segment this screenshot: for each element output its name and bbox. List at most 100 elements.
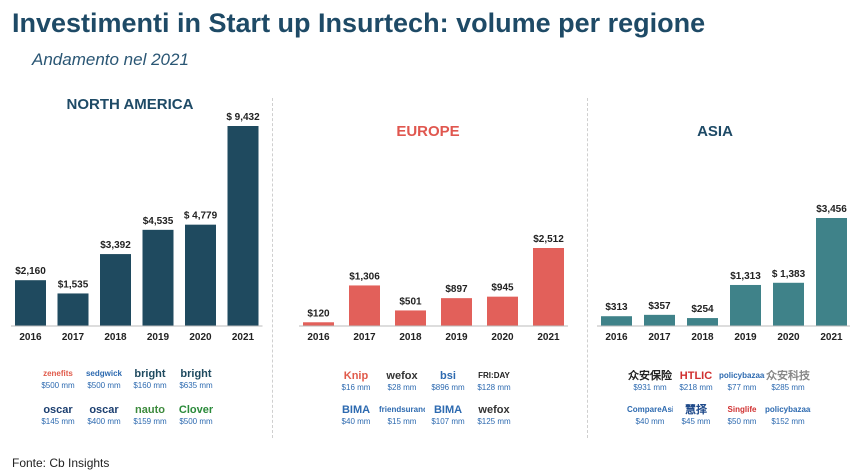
startup-logo: friendsurance $15 mm [379, 404, 425, 427]
startup-name: 众安科技 [766, 370, 810, 382]
startup-name: sedgwick [85, 369, 122, 378]
data-label: $2,160 [15, 266, 46, 277]
startup-name: wefox [478, 404, 510, 416]
startup-logo: CompareAsia $40 mm [627, 404, 673, 427]
startup-name: CompareAsia [627, 405, 673, 414]
data-label: $2,512 [533, 234, 564, 245]
data-label: $357 [648, 301, 671, 312]
startup-logo: bright $160 mm [127, 368, 173, 391]
data-label: $254 [691, 304, 714, 315]
bar [395, 310, 426, 326]
startup-name: nauto [135, 404, 165, 416]
funding-amount: $50 mm [727, 417, 757, 426]
startup-logo: 众安科技 $285 mm [765, 370, 811, 393]
startup-logo: 众安保险 $931 mm [627, 370, 673, 393]
startup-logo: 慧择 $45 mm [673, 404, 719, 427]
data-label: $4,535 [143, 216, 174, 227]
data-label: $ 1,383 [772, 269, 806, 280]
data-label: $ 4,779 [184, 211, 218, 222]
startup-logo: oscar $145 mm [35, 404, 81, 427]
region-divider [272, 98, 273, 438]
funding-amount: $16 mm [341, 383, 371, 392]
data-label: $1,306 [349, 271, 380, 282]
bar [487, 296, 518, 326]
funding-amount: $218 mm [679, 383, 713, 392]
bar [57, 293, 89, 326]
bar [349, 285, 380, 326]
funding-amount: $160 mm [133, 381, 167, 390]
funding-amount: $107 mm [431, 417, 465, 426]
x-tick-label: 2020 [777, 332, 800, 343]
startup-name: 慧择 [685, 404, 707, 416]
startup-name: oscar [89, 404, 119, 416]
bar [142, 229, 174, 326]
data-label: $501 [399, 296, 422, 307]
data-label: $945 [491, 283, 514, 294]
startup-logo: zenefits $500 mm [35, 368, 81, 391]
startup-name: wefox [386, 370, 418, 382]
startup-logo: oscar $400 mm [81, 404, 127, 427]
x-tick-label: 2021 [537, 332, 560, 343]
x-tick-label: 2017 [353, 332, 376, 343]
funding-amount: $500 mm [41, 381, 75, 390]
startup-logo: sedgwick $500 mm [81, 368, 127, 391]
funding-amount: $159 mm [133, 417, 167, 426]
startup-name: HTLIC [679, 370, 713, 382]
bar [303, 322, 334, 326]
page-subtitle: Andamento nel 2021 [32, 50, 189, 69]
startup-logo: BIMA $107 mm [425, 404, 471, 427]
x-tick-label: 2020 [491, 332, 514, 343]
funding-amount: $77 mm [727, 383, 757, 392]
startup-logo: policybazaar $77 mm [719, 370, 765, 393]
startup-name: bright [134, 368, 166, 380]
startup-logo: nauto $159 mm [127, 404, 173, 427]
funding-amount: $128 mm [477, 383, 511, 392]
x-tick-label: 2016 [605, 332, 628, 343]
bar [533, 248, 564, 326]
funding-amount: $40 mm [635, 417, 665, 426]
funding-amount: $400 mm [87, 417, 121, 426]
startup-name: Knip [343, 370, 369, 382]
startup-logo: HTLIC $218 mm [673, 370, 719, 393]
startup-logo: bright $635 mm [173, 368, 219, 391]
startup-logo: Knip $16 mm [333, 370, 379, 393]
startup-name: friendsurance [379, 405, 425, 414]
bar [100, 254, 131, 326]
data-label: $1,313 [730, 271, 761, 282]
x-tick-label: 2018 [691, 332, 714, 343]
bar [185, 224, 216, 326]
x-tick-label: 2019 [734, 332, 757, 343]
startup-name: bright [180, 368, 212, 380]
startup-logo: policybazaar $152 mm [765, 404, 811, 427]
x-tick-label: 2018 [399, 332, 422, 343]
funding-amount: $40 mm [341, 417, 371, 426]
startup-name: oscar [43, 404, 73, 416]
chart-title: ASIA [697, 123, 733, 140]
bar [773, 282, 804, 326]
funding-amount: $15 mm [387, 417, 417, 426]
x-tick-label: 2018 [104, 332, 127, 343]
x-tick-label: 2017 [648, 332, 671, 343]
chart-title: EUROPE [396, 123, 459, 140]
x-tick-label: 2019 [147, 332, 170, 343]
x-tick-label: 2019 [445, 332, 468, 343]
startup-logo: FRI:DAY $128 mm [471, 370, 517, 393]
data-label: $1,535 [58, 279, 89, 290]
startup-name: 众安保险 [628, 370, 672, 382]
startup-logo: BIMA $40 mm [333, 404, 379, 427]
region-divider [587, 98, 588, 438]
funding-amount: $125 mm [477, 417, 511, 426]
x-tick-label: 2017 [62, 332, 85, 343]
funding-amount: $152 mm [771, 417, 805, 426]
startup-name: policybazaar [719, 371, 765, 380]
x-tick-label: 2016 [307, 332, 330, 343]
bar [227, 126, 259, 326]
bar [441, 298, 472, 326]
source-note: Fonte: Cb Insights [12, 456, 110, 470]
x-tick-label: 2020 [189, 332, 212, 343]
startup-name: Clover [178, 404, 214, 416]
startup-logo: bsi $896 mm [425, 370, 471, 393]
funding-amount: $931 mm [633, 383, 667, 392]
bar [15, 280, 46, 326]
